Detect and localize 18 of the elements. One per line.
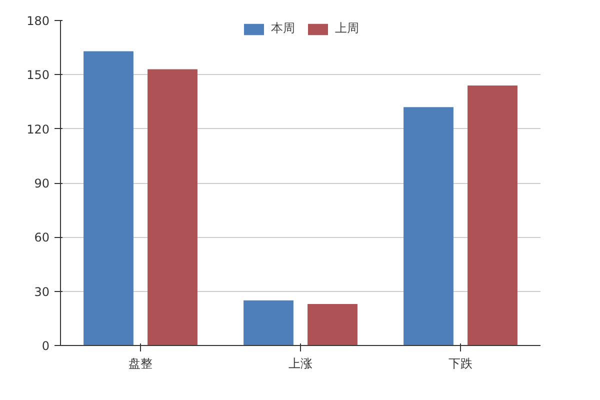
y-tick-label: 30	[34, 284, 50, 299]
y-tick-label: 120	[26, 122, 50, 136]
bar	[84, 51, 134, 346]
legend-label: 上周	[335, 20, 359, 37]
x-tick-label: 下跌	[448, 356, 472, 370]
bar	[468, 86, 518, 346]
bar	[404, 107, 454, 346]
legend-label: 本周	[271, 20, 295, 37]
bar	[148, 69, 198, 346]
x-tick-label: 上涨	[288, 356, 312, 370]
bar	[308, 304, 358, 346]
bar	[244, 300, 294, 346]
y-tick-label: 180	[26, 14, 50, 28]
y-tick-label: 0	[42, 339, 50, 353]
y-tick-label: 150	[26, 68, 50, 82]
y-tick-label: 90	[34, 176, 50, 190]
y-tick-label: 60	[34, 230, 50, 245]
x-tick-label: 盘整	[128, 356, 152, 370]
